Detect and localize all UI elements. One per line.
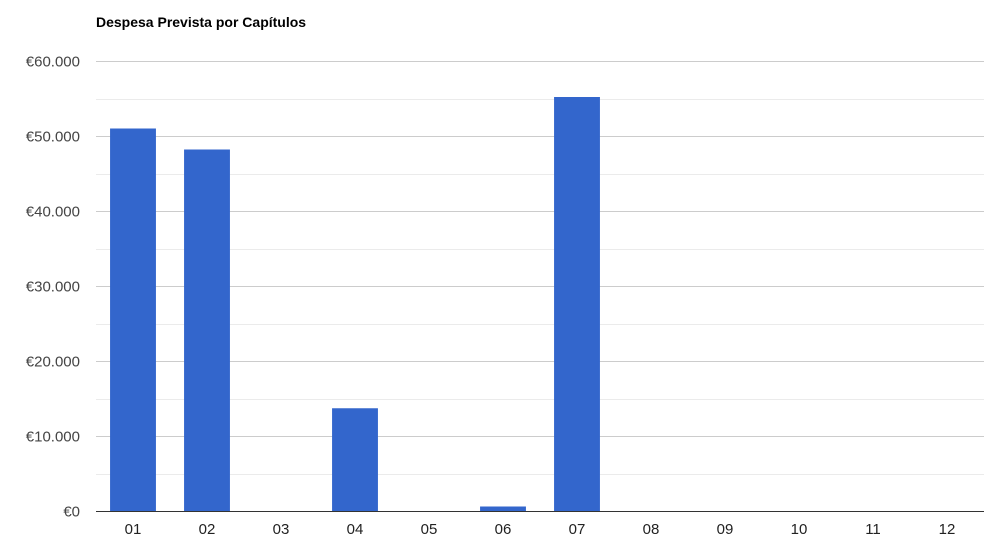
y-tick-label: €0	[63, 504, 80, 521]
y-tick-label: €30.000	[26, 279, 80, 296]
x-tick-label: 02	[199, 521, 216, 538]
y-tick-label: €50.000	[26, 129, 80, 146]
x-axis-tick-labels: 01 02 03 04 05 06 07 08 09 10 11 12	[125, 521, 956, 538]
x-tick-label: 07	[569, 521, 586, 538]
x-tick-label: 01	[125, 521, 142, 538]
x-tick-label: 06	[495, 521, 512, 538]
x-tick-label: 12	[939, 521, 956, 538]
y-axis-tick-labels: €0 €10.000 €20.000 €30.000 €40.000 €50.000 €60…	[26, 54, 80, 521]
bar-01	[110, 128, 156, 511]
y-tick-label: €40.000	[26, 204, 80, 221]
x-tick-label: 04	[347, 521, 364, 538]
gridlines	[96, 61, 984, 475]
y-tick-label: €60.000	[26, 54, 80, 71]
x-tick-label: 03	[273, 521, 290, 538]
bar-07	[554, 97, 600, 511]
bars	[110, 97, 600, 511]
bar-04	[332, 408, 378, 511]
x-tick-label: 08	[643, 521, 660, 538]
y-tick-label: €20.000	[26, 354, 80, 371]
y-tick-label: €10.000	[26, 429, 80, 446]
bar-02	[184, 149, 230, 511]
x-tick-label: 11	[865, 521, 881, 538]
x-tick-label: 09	[717, 521, 734, 538]
x-tick-label: 05	[421, 521, 438, 538]
chart-title: Despesa Prevista por Capítulos	[96, 14, 306, 30]
bar-06	[480, 506, 526, 511]
x-tick-label: 10	[791, 521, 808, 538]
